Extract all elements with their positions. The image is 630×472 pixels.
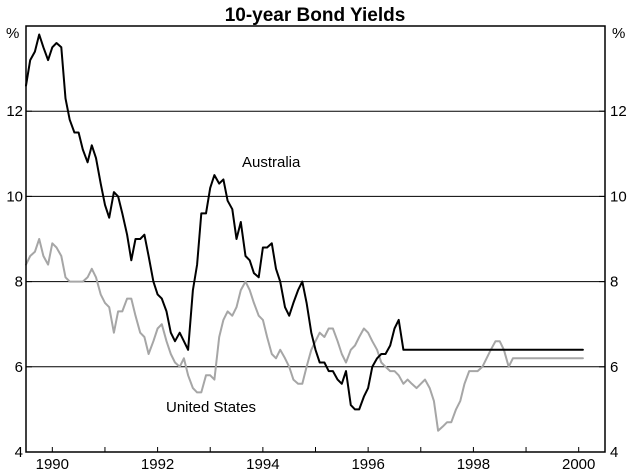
x-tick-label: 1998 — [457, 456, 490, 472]
right-y-tick-label: 4 — [610, 444, 618, 461]
x-tick-label: 1994 — [246, 456, 279, 472]
australia-label: Australia — [242, 154, 301, 171]
right-y-tick-label: 12 — [610, 103, 627, 120]
series-lines — [25, 33, 584, 432]
x-tick-label: 1992 — [141, 456, 174, 472]
x-tick-label: 1996 — [351, 456, 384, 472]
right-unit-label: % — [612, 25, 625, 42]
left-y-tick-label: 6 — [15, 359, 23, 376]
x-tick-label: 1990 — [36, 456, 69, 472]
series-line-united-states — [25, 238, 584, 432]
right-y-tick-label: 6 — [610, 359, 618, 376]
x-tick-label: 2000 — [562, 456, 595, 472]
united-states-label: United States — [166, 399, 256, 416]
chart-title: 10-year Bond Yields — [225, 5, 406, 26]
series-annotations: Australia United States — [166, 154, 301, 416]
plot-frame — [25, 25, 606, 453]
left-y-tick-label: 8 — [15, 274, 23, 291]
left-unit-label: % — [6, 25, 19, 42]
left-y-tick-label: 12 — [6, 103, 23, 120]
tick-labels: 4 4 6 6 8 8 10 10 12 12 1990 1992 1994 1996 1998 2000 — [6, 103, 626, 472]
axis-ticks — [26, 110, 605, 453]
right-y-tick-label: 8 — [610, 274, 618, 291]
left-y-tick-label: 10 — [6, 188, 23, 205]
right-y-tick-label: 10 — [610, 188, 627, 205]
left-y-tick-label: 4 — [15, 444, 23, 461]
series-line-australia — [25, 33, 584, 411]
